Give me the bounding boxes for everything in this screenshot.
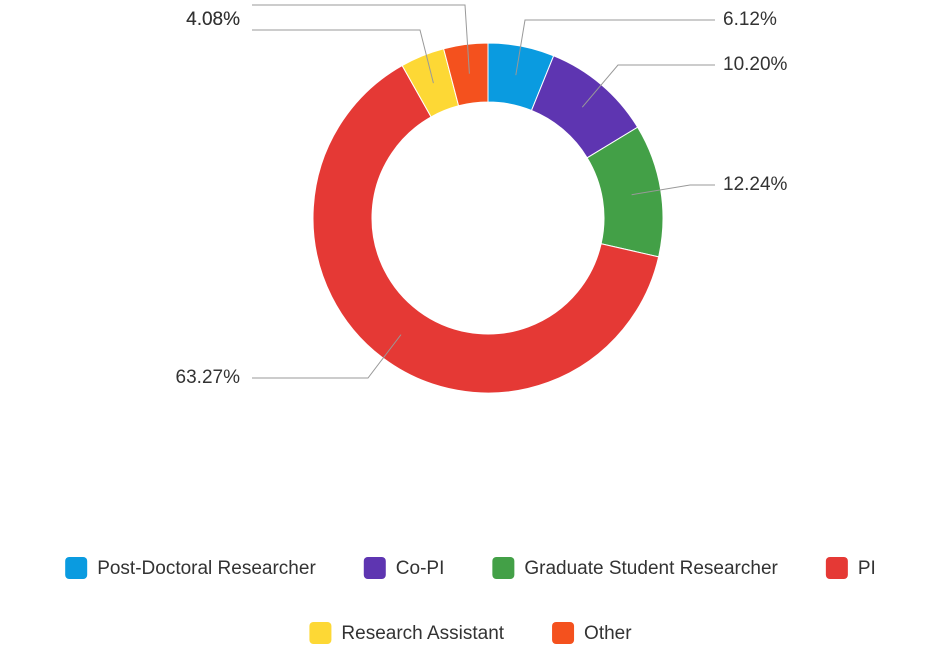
legend-swatch xyxy=(825,557,848,579)
legend-item: Other xyxy=(552,622,632,644)
leader-line xyxy=(252,4,470,74)
legend-swatch xyxy=(309,622,332,644)
legend-item: Co-PI xyxy=(363,557,445,579)
legend-item: Graduate Student Researcher xyxy=(492,557,779,579)
data-label: 12.24% xyxy=(723,174,788,195)
legend-swatch xyxy=(65,557,88,579)
data-label: 4.08% xyxy=(186,9,240,30)
data-label: 6.12% xyxy=(723,9,777,30)
donut-segment xyxy=(443,42,489,107)
leader-line xyxy=(631,184,715,196)
data-label: 10.20% xyxy=(723,54,788,75)
legend-item: PI xyxy=(825,557,876,579)
legend-swatch xyxy=(363,557,386,579)
donut-segment xyxy=(312,64,660,394)
legend-item: Research Assistant xyxy=(309,622,505,644)
legend-item: Post-Doctoral Researcher xyxy=(65,557,316,579)
legend-label: Research Assistant xyxy=(341,623,504,644)
leader-line xyxy=(252,334,402,379)
legend-label: Other xyxy=(584,623,632,644)
legend-label: Graduate Student Researcher xyxy=(524,558,778,579)
leader-line xyxy=(252,29,434,84)
data-label: 63.27% xyxy=(176,367,241,388)
data-label: 4.08% xyxy=(186,9,240,30)
legend-label: Co-PI xyxy=(396,558,445,579)
legend-row: Research Assistant Other xyxy=(309,622,632,644)
leader-line xyxy=(515,19,715,76)
legend-swatch xyxy=(492,557,515,579)
leader-line xyxy=(581,64,715,108)
legend-row: Post-Doctoral Researcher Co-PI Graduate St… xyxy=(65,557,876,579)
legend-label: Post-Doctoral Researcher xyxy=(97,558,316,579)
legend-swatch xyxy=(552,622,575,644)
legend-label: PI xyxy=(858,558,876,579)
